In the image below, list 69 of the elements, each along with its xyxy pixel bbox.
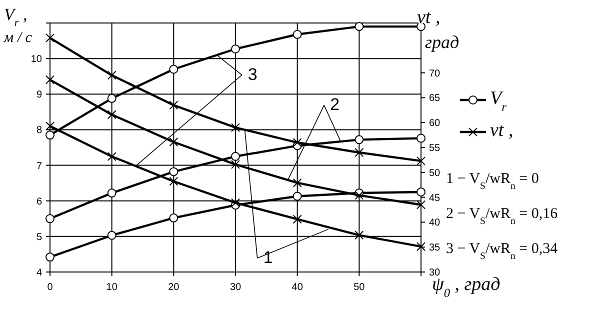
point: [46, 214, 54, 224]
point: [416, 187, 426, 196]
y-tick-label: 10: [30, 54, 42, 66]
point: [292, 30, 302, 39]
y2-axis-title: νt , град: [417, 7, 460, 52]
point: [169, 100, 178, 110]
point: [46, 122, 54, 131]
y-tick-label: 4: [36, 268, 42, 278]
y2-tick-label: 30: [429, 268, 441, 278]
y-tick-label: 6: [36, 196, 42, 208]
point: [169, 64, 178, 74]
text: 2 − V$_{S}$/wR$_{n}$ = 0,16: [446, 206, 558, 226]
x-tick-label: 50: [354, 282, 366, 293]
y-tick-label: 9: [36, 90, 42, 101]
point: [107, 110, 116, 120]
point: [169, 176, 178, 186]
point: [169, 213, 178, 222]
y-tick-label: 7: [36, 160, 42, 172]
point: [107, 230, 116, 240]
annotation: 2: [330, 95, 340, 114]
point: [46, 130, 54, 140]
point: [354, 135, 364, 144]
y2-tick-label: 45: [429, 192, 441, 204]
y2-tick-label: 55: [429, 143, 441, 154]
annotation: 1: [263, 248, 273, 268]
x-tick-label: 10: [106, 282, 118, 293]
y2-tick-label: 65: [429, 93, 441, 104]
point: [292, 138, 302, 148]
point: [354, 148, 364, 157]
point: [292, 214, 302, 224]
point: [231, 123, 240, 132]
x-tick-label: 0: [47, 282, 54, 293]
annotation: 3: [248, 64, 258, 84]
point: [416, 242, 426, 252]
point: [231, 152, 240, 161]
point: [107, 70, 116, 80]
x-tick-label: 30: [230, 282, 242, 293]
point: [292, 178, 302, 188]
point: [354, 22, 364, 32]
x-tick-label: 40: [292, 282, 304, 293]
point: [416, 134, 426, 143]
point: [46, 75, 54, 84]
y-tick-label: 8: [36, 125, 42, 136]
point: [107, 152, 116, 161]
text: 3 − V$_{S}$/wR$_{n}$ = 0,34: [446, 241, 558, 262]
point: [416, 156, 426, 166]
point: [107, 94, 116, 103]
point: [169, 167, 178, 176]
y-axis-title: V$_{r}$ , м / с: [3, 5, 32, 46]
point: [231, 198, 240, 208]
y2-tick-label: 50: [429, 168, 441, 179]
y2-tick-label: 35: [429, 242, 441, 254]
point: [169, 138, 178, 147]
point: [107, 188, 116, 198]
y2-tick-label: 60: [429, 118, 441, 130]
text: 1 − V$_{S}$/wR$_{n}$ = 0: [446, 171, 539, 192]
y-tick-label: 5: [36, 232, 42, 243]
point: [46, 252, 54, 262]
point: [292, 192, 302, 201]
legend-label: νt ,: [490, 120, 514, 141]
legend-label: V$_{r}$: [490, 88, 507, 114]
y2-tick-label: 70: [429, 68, 441, 80]
point: [354, 230, 364, 240]
x-tick-label: 20: [168, 282, 180, 293]
point: [46, 33, 54, 42]
point: [231, 160, 240, 169]
point: [231, 44, 240, 54]
y2-tick-label: 40: [429, 218, 441, 229]
point: [416, 200, 426, 210]
